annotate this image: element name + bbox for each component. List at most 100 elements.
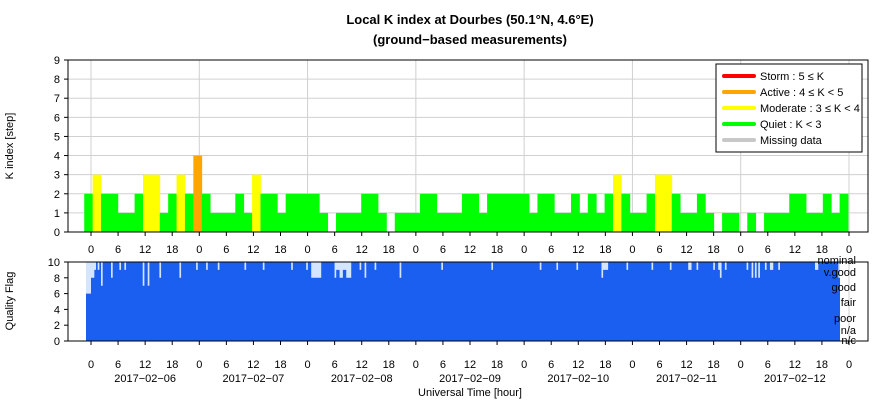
q-y-tick-label: 2	[54, 320, 60, 332]
k-bar	[428, 193, 438, 232]
k-x-tick-label: 18	[816, 244, 828, 256]
q-x-tick-label: 18	[816, 359, 828, 371]
k-x-tick-label: 6	[115, 244, 121, 256]
quality-level-label: good	[832, 282, 856, 294]
k-bar	[117, 212, 127, 232]
k-bar	[403, 212, 412, 232]
k-x-tick-label: 12	[356, 244, 368, 256]
legend-label: Active : 4 ≤ K < 5	[760, 87, 843, 99]
k-x-tick-label: 0	[846, 244, 852, 256]
k-bar	[545, 193, 555, 232]
date-label: 2017−02−10	[547, 373, 609, 385]
k-x-tick-label: 18	[491, 244, 503, 256]
k-x-tick-label: 18	[708, 244, 720, 256]
k-bar	[461, 193, 471, 232]
k-bar	[176, 174, 186, 232]
k-x-tick-label: 0	[88, 244, 94, 256]
k-y-tick-label: 9	[54, 55, 60, 67]
k-bar	[478, 212, 488, 232]
k-index-y-axis-label: K index [step]	[4, 113, 16, 180]
k-bar	[503, 193, 513, 232]
k-x-tick-label: 12	[464, 244, 476, 256]
k-bar	[369, 193, 379, 232]
k-bar	[352, 212, 362, 232]
k-bar	[806, 212, 815, 232]
k-bar	[243, 212, 253, 232]
quality-y-ticks: 0 2 4 6 8 10	[48, 257, 68, 348]
k-x-tick-label: 6	[548, 244, 554, 256]
legend-label: Missing data	[760, 135, 823, 147]
k-bar	[419, 193, 429, 232]
q-x-tick-label: 0	[305, 359, 311, 371]
legend-label: Moderate : 3 ≤ K < 4	[760, 103, 860, 115]
q-y-tick-label: 10	[48, 257, 60, 269]
q-x-tick-label: 0	[846, 359, 852, 371]
k-bar	[638, 212, 647, 232]
date-label: 2017−02−08	[331, 373, 393, 385]
date-label: 2017−02−12	[764, 373, 826, 385]
k-bar	[201, 193, 211, 232]
k-bar	[772, 212, 782, 232]
k-bar	[193, 155, 203, 232]
k-x-tick-label: 12	[139, 244, 151, 256]
q-y-tick-label: 8	[54, 273, 60, 285]
k-bar	[537, 193, 547, 232]
q-x-tick-label: 12	[464, 359, 476, 371]
k-bar	[654, 174, 664, 232]
k-bar	[285, 193, 295, 232]
quality-flag-area	[86, 262, 840, 341]
q-x-tick-label: 6	[765, 359, 771, 371]
k-bar	[126, 212, 135, 232]
q-x-tick-label: 6	[440, 359, 446, 371]
k-bar	[344, 212, 354, 232]
q-x-tick-label: 18	[166, 359, 178, 371]
k-bar	[159, 212, 169, 232]
q-x-tick-label: 6	[223, 359, 229, 371]
k-y-tick-label: 2	[54, 189, 60, 201]
k-bar	[134, 193, 144, 232]
k-bar	[184, 193, 194, 232]
k-bar	[562, 212, 572, 232]
k-x-tick-label: 12	[247, 244, 259, 256]
k-bar	[411, 212, 421, 232]
k-x-tick-label: 18	[274, 244, 286, 256]
date-labels: 2017−02−06 2017−02−07 2017−02−08 2017−02−09…	[114, 373, 826, 385]
k-bar	[839, 193, 849, 232]
k-bar	[101, 193, 110, 232]
k-x-tick-label: 0	[521, 244, 527, 256]
k-x-tick-label: 6	[223, 244, 229, 256]
q-x-tick-label: 12	[356, 359, 368, 371]
quality-level-label: v.good	[824, 267, 856, 279]
q-x-tick-label: 18	[383, 359, 395, 371]
quality-level-label: fair	[841, 297, 857, 309]
k-bar	[445, 212, 454, 232]
k-bar	[646, 193, 656, 232]
k-y-tick-label: 8	[54, 74, 60, 86]
k-index-y-ticks: 0 1 2 3 4 5 6 7 8 9	[54, 55, 68, 239]
quality-plot-border	[67, 261, 869, 342]
k-bar	[302, 193, 312, 232]
k-index-legend: Storm : 5 ≤ K Active : 4 ≤ K < 5 Moderate …	[715, 63, 863, 153]
k-bar	[814, 212, 824, 232]
chart-title-line1: Local K index at Dourbes (50.1°N, 4.6°E)	[346, 12, 593, 27]
k-y-tick-label: 6	[54, 112, 60, 124]
q-x-tick-label: 6	[656, 359, 662, 371]
k-bar	[168, 193, 177, 232]
q-y-tick-label: 4	[54, 304, 60, 316]
q-x-tick-label: 0	[88, 359, 94, 371]
k-y-tick-label: 3	[54, 170, 60, 182]
k-bar	[109, 193, 119, 232]
q-x-tick-label: 12	[680, 359, 692, 371]
date-label: 2017−02−07	[223, 373, 285, 385]
k-x-tick-label: 18	[383, 244, 395, 256]
k-bar	[780, 212, 790, 232]
q-x-tick-label: 0	[629, 359, 635, 371]
k-bar	[319, 212, 329, 232]
k-bar	[151, 174, 161, 232]
q-x-tick-label: 0	[521, 359, 527, 371]
q-x-tick-label: 12	[789, 359, 801, 371]
k-x-tick-label: 6	[656, 244, 662, 256]
k-bar	[218, 212, 228, 232]
k-x-tick-label: 18	[166, 244, 178, 256]
